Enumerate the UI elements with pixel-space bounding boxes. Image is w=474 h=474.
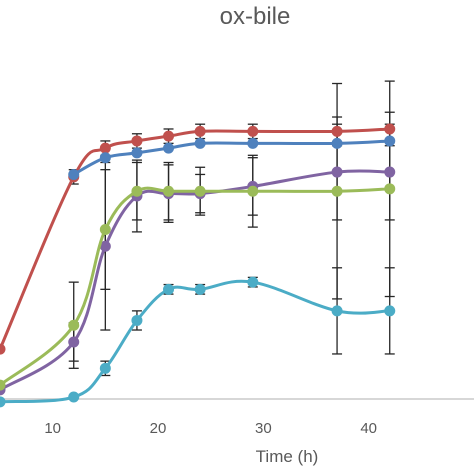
series-4-error-bars [100,267,395,377]
series-0-line [0,127,390,350]
data-point [131,135,143,147]
data-point [0,396,6,408]
data-point [384,135,396,147]
data-point [194,283,206,295]
data-point [331,185,343,197]
data-point [99,224,111,235]
x-tick-label-10: 10 [44,420,61,437]
series-3 [0,183,396,391]
series-2-line [0,169,390,392]
data-point [384,123,396,135]
series-2-error-bars [68,123,395,362]
data-point [247,276,259,288]
data-point [163,283,175,295]
data-point [247,185,259,197]
x-tick-label-40: 40 [360,420,377,437]
data-point [163,185,175,197]
data-point [68,336,80,348]
data-point [163,142,175,154]
data-point [194,185,206,197]
data-point [0,343,6,355]
data-point [131,314,143,326]
plot-area [0,80,396,408]
series-3-error-bars [68,80,395,369]
data-point [384,305,396,317]
data-point [331,166,343,178]
data-point [0,379,6,391]
x-axis-label: Time (h) [256,447,319,466]
data-point [331,137,343,149]
data-point [68,391,80,403]
data-point [247,137,259,149]
data-point [194,137,206,149]
series-4 [0,276,396,408]
data-point [99,362,111,374]
series-2 [0,166,396,396]
data-point [384,166,396,178]
x-tick-label-20: 20 [150,420,167,437]
data-point [68,319,80,331]
data-point [331,125,343,137]
series-1-line [73,139,390,176]
data-point [331,305,343,317]
data-point [194,125,206,137]
data-point [99,152,111,164]
data-point [99,142,111,154]
data-point [247,125,259,137]
data-point [163,130,175,142]
chart-title: ox-bile [220,3,291,30]
x-tick-labels: 10 20 30 40 [44,420,377,437]
data-point [99,240,111,252]
x-tick-label-30: 30 [255,420,272,437]
series-1 [68,135,396,180]
data-point [68,168,80,180]
series-0 [0,123,396,355]
data-point [384,183,396,195]
data-point [131,185,143,197]
series-0-error-bars [68,111,395,185]
data-point [131,147,143,159]
